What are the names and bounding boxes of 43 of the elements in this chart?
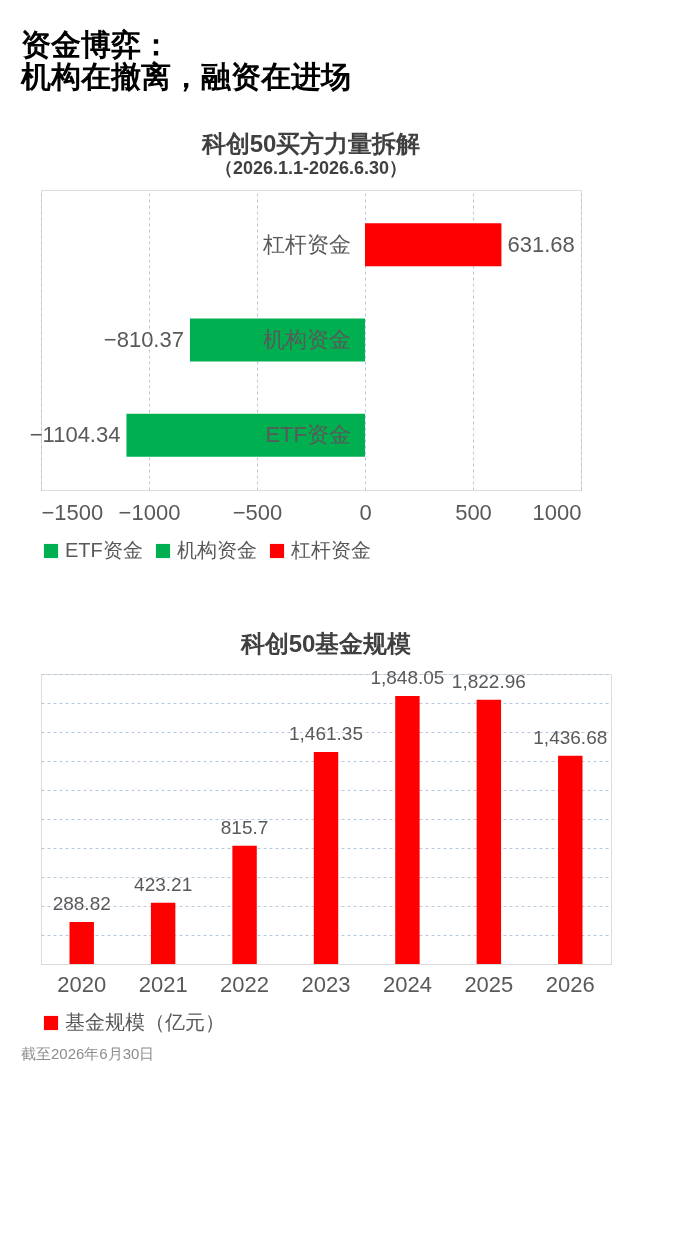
data-label: 1,436.68 [533,726,608,748]
x-tick-label: 2026 [545,971,595,997]
bar [313,752,339,964]
x-tick-label: −500 [232,499,283,525]
x-tick-label: 2020 [57,971,107,997]
data-label: 288.82 [52,893,111,915]
data-label: −1104.34 [29,422,121,448]
legend-label: ETF资金 [65,539,143,561]
text: 机构在撤离，融资在进场 [19,59,351,93]
bar [395,696,420,964]
x-tick-label: 2024 [382,971,432,997]
x-tick-label: 2021 [138,971,188,997]
legend-label: 杠杆资金 [290,539,371,561]
x-tick-label: 1000 [532,499,582,525]
chart-title: 科创50买方力量拆解 [200,130,421,157]
y-tick-label: ETF资金 [265,422,351,448]
x-tick-label: −1000 [118,499,181,525]
y-tick-label: 机构资金 [263,327,351,352]
bar [476,699,502,964]
bar [150,902,176,964]
x-tick-label: 0 [359,499,372,525]
data-label: 815.7 [220,816,269,838]
data-label: 1,822.96 [451,670,526,692]
y-tick-label: 杠杆资金 [262,231,351,257]
x-tick-label: 2022 [220,971,270,997]
legend-label: 机构资金 [177,539,257,561]
bar [232,845,257,964]
chart-subtitle: （2026.1.1-2026.6.30） [214,158,408,178]
legend-label: 基金规模（亿元） [65,1011,225,1033]
text: 截至2026年6月30日 [21,1045,155,1062]
data-label: 631.68 [507,231,575,257]
chart-title: 科创50基金规模 [239,630,412,658]
x-tick-label: −1500 [41,499,104,525]
x-tick-label: 2023 [301,971,351,997]
x-tick-label: 500 [455,499,492,525]
bar [69,922,94,964]
data-label: 1,848.05 [370,667,445,689]
data-label: −810.37 [103,327,184,352]
data-label: 1,461.35 [289,723,363,745]
text: 资金博弈： [20,27,171,61]
data-label: 423.21 [134,873,193,895]
bar [558,755,583,964]
x-tick-label: 2025 [464,971,514,997]
